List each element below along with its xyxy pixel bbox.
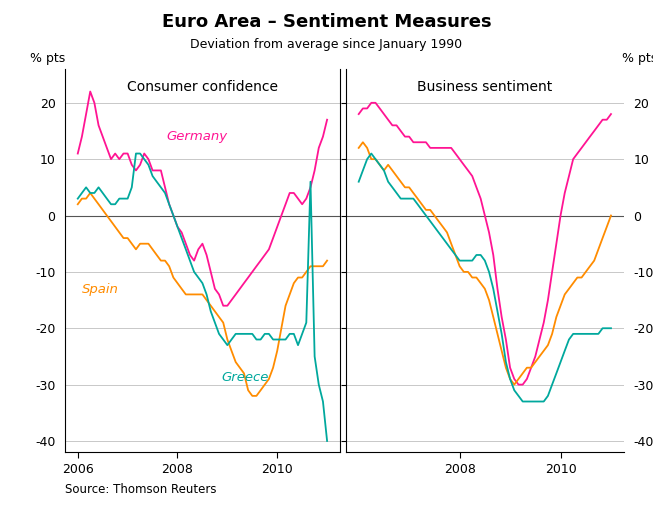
Text: % pts: % pts	[29, 52, 65, 65]
Text: Business sentiment: Business sentiment	[417, 80, 552, 95]
Text: Germany: Germany	[167, 130, 228, 143]
Text: Deviation from average since January 1990: Deviation from average since January 199…	[191, 38, 462, 51]
Text: Euro Area – Sentiment Measures: Euro Area – Sentiment Measures	[162, 13, 491, 31]
Text: % pts: % pts	[622, 52, 653, 65]
Text: Greece: Greece	[221, 371, 269, 384]
Text: Spain: Spain	[82, 283, 119, 296]
Text: Consumer confidence: Consumer confidence	[127, 80, 278, 95]
Text: Source: Thomson Reuters: Source: Thomson Reuters	[65, 483, 217, 496]
